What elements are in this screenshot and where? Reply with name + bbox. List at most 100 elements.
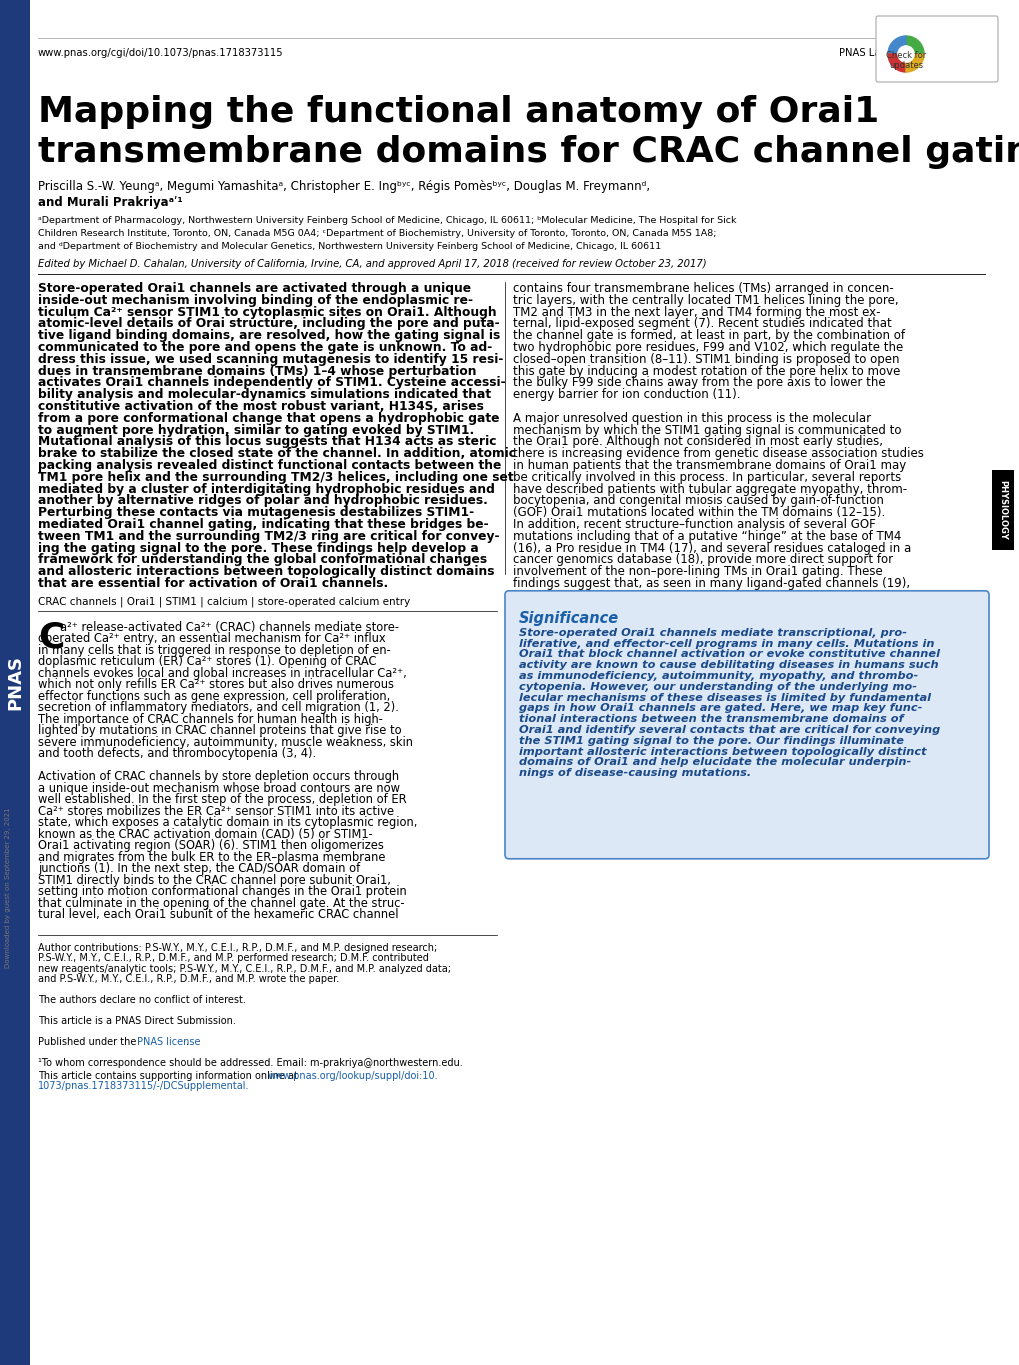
Text: new reagents/analytic tools; P.S-W.Y., M.Y., C.E.I., R.P., D.M.F., and M.P. anal: new reagents/analytic tools; P.S-W.Y., M… <box>38 964 450 973</box>
Text: CRAC channels | Orai1 | STIM1 | calcium | store-operated calcium entry: CRAC channels | Orai1 | STIM1 | calcium … <box>38 597 410 607</box>
Text: .: . <box>185 1037 189 1047</box>
Text: Priscilla S.-W. Yeungᵃ, Megumi Yamashitaᵃ, Christopher E. Ingᵇʸᶜ, Régis Pomèsᵇʸᶜ: Priscilla S.-W. Yeungᵃ, Megumi Yamashita… <box>38 180 649 192</box>
FancyBboxPatch shape <box>875 16 997 82</box>
Text: effector functions such as gene expression, cell proliferation,: effector functions such as gene expressi… <box>38 689 390 703</box>
Text: Mapping the functional anatomy of Orai1: Mapping the functional anatomy of Orai1 <box>38 96 878 130</box>
Text: Activation of CRAC channels by store depletion occurs through: Activation of CRAC channels by store dep… <box>38 770 398 784</box>
Text: tural level, each Orai1 subunit of the hexameric CRAC channel: tural level, each Orai1 subunit of the h… <box>38 908 398 921</box>
Text: have described patients with tubular aggregate myopathy, throm-: have described patients with tubular agg… <box>513 483 906 495</box>
Text: ticulum Ca²⁺ sensor STIM1 to cytoplasmic sites on Orai1. Although: ticulum Ca²⁺ sensor STIM1 to cytoplasmic… <box>38 306 496 318</box>
Text: known as the CRAC activation domain (CAD) (5) or STIM1-: known as the CRAC activation domain (CAD… <box>38 827 372 841</box>
Text: This article is a PNAS Direct Submission.: This article is a PNAS Direct Submission… <box>38 1017 235 1026</box>
Polygon shape <box>905 55 923 72</box>
Text: Store-operated Orai1 channels mediate transcriptional, pro-: Store-operated Orai1 channels mediate tr… <box>519 628 906 637</box>
Text: brake to stabilize the closed state of the channel. In addition, atomic: brake to stabilize the closed state of t… <box>38 448 516 460</box>
Text: mediated by a cluster of interdigitating hydrophobic residues and: mediated by a cluster of interdigitating… <box>38 483 494 495</box>
Text: Perturbing these contacts via mutagenesis destabilizes STIM1-: Perturbing these contacts via mutagenesi… <box>38 506 474 519</box>
Text: this gate by inducing a modest rotation of the pore helix to move: this gate by inducing a modest rotation … <box>513 364 900 378</box>
Text: ing the gating signal to the pore. These findings help develop a: ing the gating signal to the pore. These… <box>38 542 478 554</box>
Text: tric layers, with the centrally located TM1 helices lining the pore,: tric layers, with the centrally located … <box>513 293 898 307</box>
Text: (16), a Pro residue in TM4 (17), and several residues cataloged in a: (16), a Pro residue in TM4 (17), and sev… <box>513 542 910 554</box>
Text: framework for understanding the global conformational changes: framework for understanding the global c… <box>38 553 487 566</box>
Text: that culminate in the opening of the channel gate. At the struc-: that culminate in the opening of the cha… <box>38 897 405 910</box>
Text: dues in transmembrane domains (TMs) 1–4 whose perturbation: dues in transmembrane domains (TMs) 1–4 … <box>38 364 476 378</box>
Text: Orai1 and identify several contacts that are critical for conveying: Orai1 and identify several contacts that… <box>519 725 940 734</box>
Text: activity are known to cause debilitating diseases in humans such: activity are known to cause debilitating… <box>519 661 937 670</box>
Text: PNAS Latest Articles | 1 of 10: PNAS Latest Articles | 1 of 10 <box>839 48 984 59</box>
Circle shape <box>897 46 913 61</box>
Text: Orai1 that block channel activation or evoke constitutive channel: Orai1 that block channel activation or e… <box>519 650 940 659</box>
Text: and migrates from the bulk ER to the ER–plasma membrane: and migrates from the bulk ER to the ER–… <box>38 850 385 864</box>
Text: gaps in how Orai1 channels are gated. Here, we map key func-: gaps in how Orai1 channels are gated. He… <box>519 703 921 714</box>
Polygon shape <box>905 35 923 55</box>
Text: contains four transmembrane helices (TMs) arranged in concen-: contains four transmembrane helices (TMs… <box>513 283 893 295</box>
Text: liferative, and effector-cell programs in many cells. Mutations in: liferative, and effector-cell programs i… <box>519 639 933 648</box>
Text: tional interactions between the transmembrane domains of: tional interactions between the transmem… <box>519 714 903 725</box>
Text: closed–open transition (8–11). STIM1 binding is proposed to open: closed–open transition (8–11). STIM1 bin… <box>513 352 899 366</box>
Text: a unique inside-out mechanism whose broad contours are now: a unique inside-out mechanism whose broa… <box>38 782 399 794</box>
Text: the channel gate is formed, at least in part, by the combination of: the channel gate is formed, at least in … <box>513 329 904 343</box>
Text: P.S-W.Y., M.Y., C.E.I., R.P., D.M.F., and M.P. performed research; D.M.F. contri: P.S-W.Y., M.Y., C.E.I., R.P., D.M.F., an… <box>38 953 428 964</box>
Text: be critically involved in this process. In particular, several reports: be critically involved in this process. … <box>513 471 901 483</box>
Text: involvement of the non–pore-lining TMs in Orai1 gating. These: involvement of the non–pore-lining TMs i… <box>513 565 881 579</box>
Text: Author contributions: P.S-W.Y., M.Y., C.E.I., R.P., D.M.F., and M.P. designed re: Author contributions: P.S-W.Y., M.Y., C.… <box>38 943 437 953</box>
Text: and Murali Prakriyaᵃʹ¹: and Murali Prakriyaᵃʹ¹ <box>38 197 182 209</box>
Bar <box>991 470 1013 550</box>
Text: mutations including that of a putative “hinge” at the base of TM4: mutations including that of a putative “… <box>513 530 901 543</box>
Text: state, which exposes a catalytic domain in its cytoplasmic region,: state, which exposes a catalytic domain … <box>38 816 417 830</box>
Text: the bulky F99 side chains away from the pore axis to lower the: the bulky F99 side chains away from the … <box>513 377 884 389</box>
Text: from a pore conformational change that opens a hydrophobic gate: from a pore conformational change that o… <box>38 412 499 425</box>
Text: another by alternative ridges of polar and hydrophobic residues.: another by alternative ridges of polar a… <box>38 494 487 508</box>
Text: in many cells that is triggered in response to depletion of en-: in many cells that is triggered in respo… <box>38 644 390 657</box>
Text: PNAS license: PNAS license <box>137 1037 201 1047</box>
Text: cancer genomics database (18), provide more direct support for: cancer genomics database (18), provide m… <box>513 553 893 566</box>
Text: findings suggest that, as seen in many ligand-gated channels (19),: findings suggest that, as seen in many l… <box>513 577 909 590</box>
Text: to augment pore hydration, similar to gating evoked by STIM1.: to augment pore hydration, similar to ga… <box>38 423 474 437</box>
Text: The importance of CRAC channels for human health is high-: The importance of CRAC channels for huma… <box>38 713 382 726</box>
Text: important allosteric interactions between topologically distinct: important allosteric interactions betwee… <box>519 747 925 756</box>
Text: Edited by Michael D. Cahalan, University of California, Irvine, CA, and approved: Edited by Michael D. Cahalan, University… <box>38 259 706 269</box>
Text: nings of disease-causing mutations.: nings of disease-causing mutations. <box>519 768 751 778</box>
Text: domains of Orai1 and help elucidate the molecular underpin-: domains of Orai1 and help elucidate the … <box>519 758 910 767</box>
Text: inside-out mechanism involving binding of the endoplasmic re-: inside-out mechanism involving binding o… <box>38 293 473 307</box>
Text: STIM1 directly binds to the CRAC channel pore subunit Orai1,: STIM1 directly binds to the CRAC channel… <box>38 874 390 887</box>
Text: and allosteric interactions between topologically distinct domains: and allosteric interactions between topo… <box>38 565 494 579</box>
Text: the STIM1 gating signal to the pore. Our findings illuminate: the STIM1 gating signal to the pore. Our… <box>519 736 903 745</box>
Text: as immunodeficiency, autoimmunity, myopathy, and thrombo-: as immunodeficiency, autoimmunity, myopa… <box>519 672 917 681</box>
Text: bility analysis and molecular-dynamics simulations indicated that: bility analysis and molecular-dynamics s… <box>38 388 490 401</box>
Text: ternal, lipid-exposed segment (7). Recent studies indicated that: ternal, lipid-exposed segment (7). Recen… <box>513 318 891 330</box>
Text: channels evokes local and global increases in intracellular Ca²⁺,: channels evokes local and global increas… <box>38 666 407 680</box>
Text: lighted by mutations in CRAC channel proteins that give rise to: lighted by mutations in CRAC channel pro… <box>38 725 401 737</box>
Text: The authors declare no conflict of interest.: The authors declare no conflict of inter… <box>38 995 246 1005</box>
Text: www.pnas.org/cgi/doi/10.1073/pnas.1718373115: www.pnas.org/cgi/doi/10.1073/pnas.171837… <box>38 48 283 57</box>
Text: Mutational analysis of this locus suggests that H134 acts as steric: Mutational analysis of this locus sugges… <box>38 435 496 448</box>
Text: activates Orai1 channels independently of STIM1. Cysteine accessi-: activates Orai1 channels independently o… <box>38 377 505 389</box>
Text: in human patients that the transmembrane domains of Orai1 may: in human patients that the transmembrane… <box>513 459 905 472</box>
Text: packing analysis revealed distinct functional contacts between the: packing analysis revealed distinct funct… <box>38 459 501 472</box>
Bar <box>0 0 30 1365</box>
Text: atomic-level details of Orai structure, including the pore and puta-: atomic-level details of Orai structure, … <box>38 318 499 330</box>
Text: tween TM1 and the surrounding TM2/3 ring are critical for convey-: tween TM1 and the surrounding TM2/3 ring… <box>38 530 499 543</box>
Text: (GOF) Orai1 mutations located within the TM domains (12–15).: (GOF) Orai1 mutations located within the… <box>513 506 884 519</box>
Text: severe immunodeficiency, autoimmunity, muscle weakness, skin: severe immunodeficiency, autoimmunity, m… <box>38 736 413 749</box>
Text: there is increasing evidence from genetic disease association studies: there is increasing evidence from geneti… <box>513 448 923 460</box>
Text: Downloaded by guest on September 29, 2021: Downloaded by guest on September 29, 202… <box>5 807 11 968</box>
Text: This article contains supporting information online at: This article contains supporting informa… <box>38 1070 301 1081</box>
Text: dress this issue, we used scanning mutagenesis to identify 15 resi-: dress this issue, we used scanning mutag… <box>38 352 503 366</box>
Text: Published under the: Published under the <box>38 1037 140 1047</box>
Text: mediated Orai1 channel gating, indicating that these bridges be-: mediated Orai1 channel gating, indicatin… <box>38 517 488 531</box>
Text: operated Ca²⁺ entry, an essential mechanism for Ca²⁺ influx: operated Ca²⁺ entry, an essential mechan… <box>38 632 385 646</box>
Text: and tooth defects, and thrombocytopenia (3, 4).: and tooth defects, and thrombocytopenia … <box>38 747 316 760</box>
Text: Ca²⁺ stores mobilizes the ER Ca²⁺ sensor STIM1 into its active: Ca²⁺ stores mobilizes the ER Ca²⁺ sensor… <box>38 805 393 818</box>
Text: lecular mechanisms of these diseases is limited by fundamental: lecular mechanisms of these diseases is … <box>519 692 930 703</box>
Text: In addition, recent structure–function analysis of several GOF: In addition, recent structure–function a… <box>513 517 875 531</box>
Text: A major unresolved question in this process is the molecular: A major unresolved question in this proc… <box>513 412 870 425</box>
Text: and P.S-W.Y., M.Y., C.E.I., R.P., D.M.F., and M.P. wrote the paper.: and P.S-W.Y., M.Y., C.E.I., R.P., D.M.F.… <box>38 975 339 984</box>
Text: ¹To whom correspondence should be addressed. Email: m-prakriya@northwestern.edu.: ¹To whom correspondence should be addres… <box>38 1058 463 1069</box>
Text: two hydrophobic pore residues, F99 and V102, which regulate the: two hydrophobic pore residues, F99 and V… <box>513 341 903 354</box>
Text: Store-operated Orai1 channels are activated through a unique: Store-operated Orai1 channels are activa… <box>38 283 471 295</box>
Text: mechanism by which the STIM1 gating signal is communicated to: mechanism by which the STIM1 gating sign… <box>513 423 901 437</box>
Text: bocytopenia, and congenital miosis caused by gain-of-function: bocytopenia, and congenital miosis cause… <box>513 494 883 508</box>
Text: PHYSIOLOGY: PHYSIOLOGY <box>998 480 1007 541</box>
Text: communicated to the pore and opens the gate is unknown. To ad-: communicated to the pore and opens the g… <box>38 341 492 354</box>
